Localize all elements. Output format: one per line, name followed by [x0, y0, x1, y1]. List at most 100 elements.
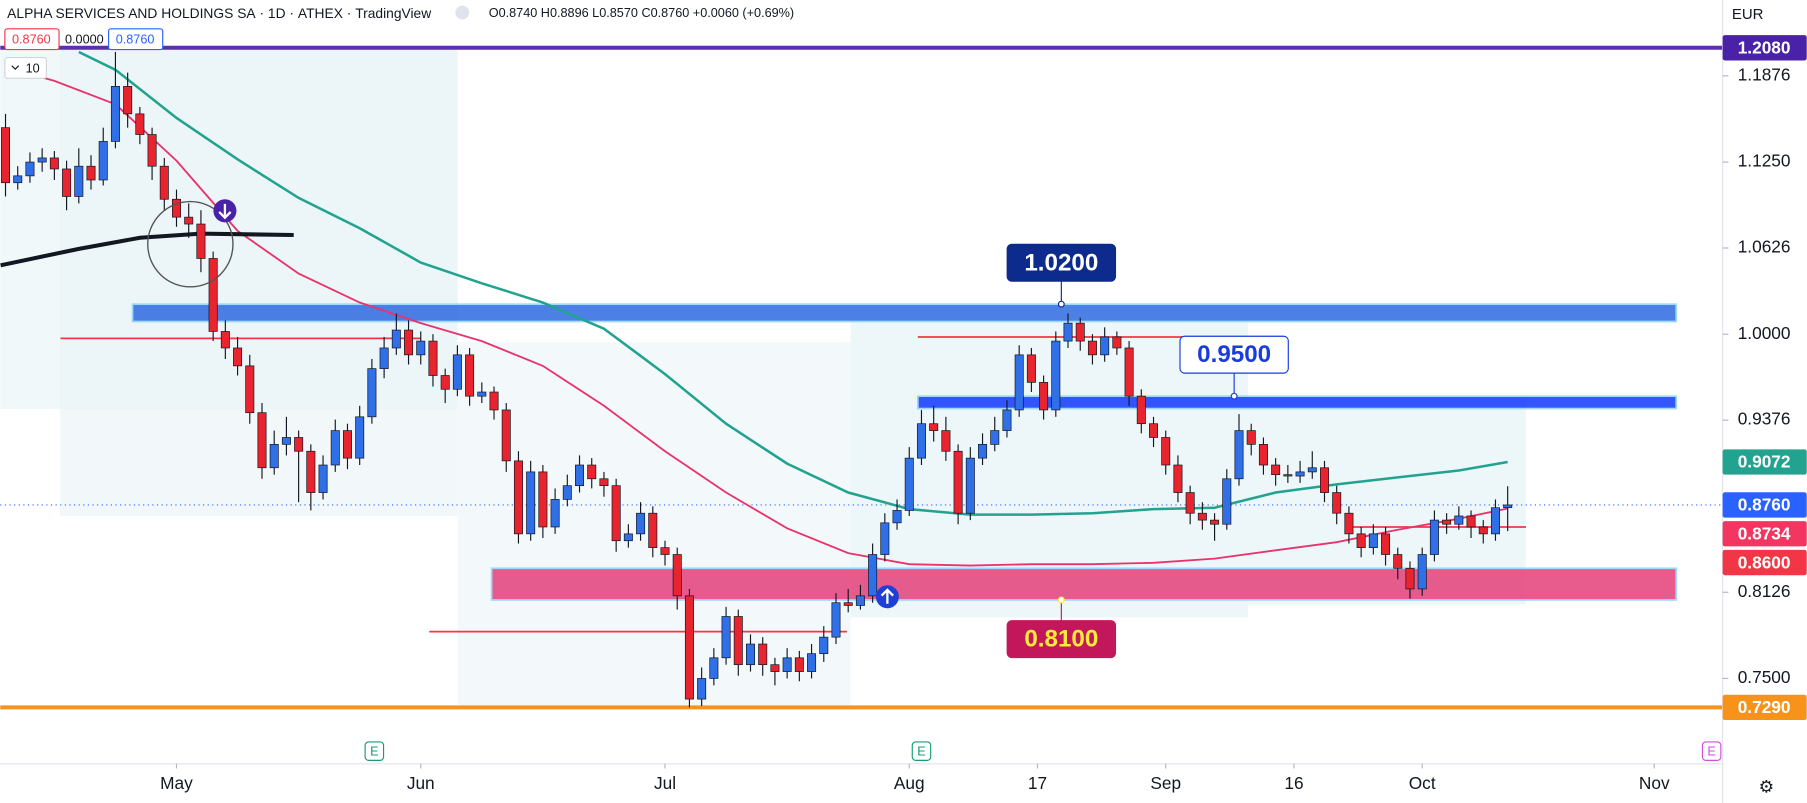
- candle-body: [1075, 322, 1085, 342]
- candle-body: [1356, 533, 1366, 548]
- currency[interactable]: EUR: [1732, 6, 1764, 23]
- candle-body: [306, 450, 316, 493]
- price-label: 0.7290: [1738, 697, 1791, 717]
- candle-body: [245, 365, 255, 414]
- candle-body: [98, 141, 108, 181]
- x-tick-label: May: [160, 773, 193, 793]
- candle-body: [1051, 340, 1061, 411]
- candle-body: [1332, 492, 1342, 514]
- candle-body: [110, 85, 120, 142]
- candle-body: [355, 416, 365, 459]
- annotation-circle: [147, 200, 234, 288]
- candle-body: [880, 522, 890, 555]
- candle-body: [758, 643, 768, 666]
- candle-body: [636, 512, 646, 535]
- settings-icon[interactable]: ⚙: [1759, 777, 1774, 797]
- y-tick-label: 1.0000: [1738, 323, 1791, 343]
- candle-body: [1222, 478, 1232, 525]
- zone: [131, 303, 1678, 323]
- candle-body: [1124, 347, 1134, 397]
- candle-body: [74, 165, 84, 197]
- moving-average: [5, 66, 1508, 567]
- candle-body: [428, 340, 438, 376]
- indicator-toggle[interactable]: [4, 57, 47, 79]
- candle-body: [220, 331, 230, 349]
- indicator-count: 10: [26, 61, 40, 75]
- candle-body: [721, 616, 731, 659]
- price-label-box: [1722, 449, 1807, 475]
- candle-body: [697, 678, 707, 700]
- x-tick-label: Jun: [407, 773, 435, 793]
- candle-body: [953, 450, 963, 514]
- candle-body: [1368, 533, 1378, 548]
- zone: [490, 567, 1678, 601]
- buy-arrow: [880, 588, 894, 604]
- candle-body: [1087, 340, 1097, 356]
- candle-body: [208, 258, 218, 332]
- candle-body: [648, 512, 658, 548]
- candle-body: [1258, 444, 1268, 466]
- price-label-box: [1722, 492, 1807, 518]
- candle-body: [25, 161, 35, 177]
- candle-body: [159, 165, 169, 200]
- candle-body: [1, 127, 11, 184]
- candle-body: [184, 216, 194, 225]
- x-tick-label: 17: [1028, 773, 1047, 793]
- price-label-box: [1722, 35, 1807, 61]
- candle-body: [379, 347, 389, 369]
- candle-body: [1381, 533, 1391, 555]
- price-label-box: [1722, 521, 1807, 547]
- symbol: ALPHA SERVICES AND HOLDINGS SA: [7, 4, 256, 20]
- candle-body: [1454, 515, 1464, 525]
- y-tick-label: 1.1250: [1738, 151, 1791, 171]
- candle-body: [1295, 471, 1305, 477]
- candle-body: [465, 354, 475, 397]
- candle-body: [404, 329, 414, 356]
- candle-body: [855, 595, 865, 606]
- ohlc: O0.8740 H0.8896 L0.8570 C0.8760 +0.0060 …: [489, 6, 794, 20]
- event-label: E: [1707, 745, 1715, 759]
- event-marker: [911, 741, 932, 761]
- candle-body: [526, 471, 536, 535]
- candle-body: [318, 464, 328, 493]
- candle-body: [489, 391, 499, 411]
- price-label: 0.8734: [1738, 523, 1791, 543]
- chevron: [11, 65, 20, 70]
- candle-body: [538, 471, 548, 528]
- candle-body: [916, 423, 926, 459]
- price-label: 1.2080: [1738, 37, 1791, 57]
- candle-body: [831, 602, 841, 638]
- candle-body: [562, 485, 572, 500]
- zone: [916, 395, 1678, 410]
- callout-anchor: [1230, 392, 1238, 400]
- callout-label: 0.8100: [1024, 626, 1098, 653]
- candle-body: [660, 547, 670, 555]
- chart-header: ALPHA SERVICES AND HOLDINGS SA · 1D · AT…: [7, 4, 432, 20]
- candle-body: [367, 368, 377, 418]
- candle-body: [1417, 554, 1427, 590]
- callout-box: [1006, 620, 1117, 659]
- candle-body: [978, 444, 988, 459]
- candle-body: [746, 643, 755, 666]
- candle-body: [501, 409, 511, 462]
- candle-body: [37, 157, 47, 163]
- candle-body: [62, 168, 72, 197]
- candle-body: [709, 657, 719, 679]
- candle-body: [684, 595, 694, 700]
- price-label: 0.8760: [1738, 495, 1791, 515]
- candle-body: [782, 657, 792, 672]
- badge: [4, 28, 60, 51]
- candle-body: [196, 223, 206, 259]
- y-tick-label: 0.7500: [1738, 667, 1791, 687]
- candle-body: [49, 157, 59, 170]
- interval: 1D: [268, 4, 286, 20]
- candle-body: [843, 602, 853, 606]
- candle-body: [733, 616, 743, 666]
- callout-label: 1.0200: [1024, 249, 1098, 276]
- badge: [107, 28, 164, 51]
- candle-body: [1466, 515, 1476, 528]
- plot: [0, 45, 1723, 710]
- candle-body: [513, 460, 523, 535]
